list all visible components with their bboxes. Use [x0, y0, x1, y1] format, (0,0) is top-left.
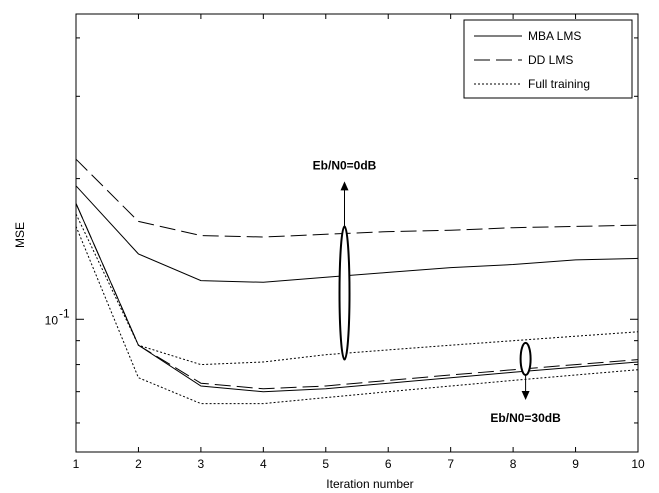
x-tick-label: 8	[510, 457, 517, 471]
annotation-label: Eb/N0=0dB	[313, 158, 377, 172]
x-tick-label: 2	[135, 457, 142, 471]
legend-label: DD LMS	[528, 53, 573, 67]
y-tick-label-exponent: -1	[59, 306, 70, 320]
annotation-ellipse	[519, 341, 532, 376]
plot-frame	[75, 13, 639, 453]
annotation-ellipse	[338, 225, 351, 361]
legend-label: Full training	[528, 77, 590, 91]
series-line-solid	[75, 185, 639, 283]
annotation-arrow-head	[340, 181, 349, 191]
annotation-arrow-head	[521, 390, 530, 400]
legend-box	[463, 19, 633, 99]
curves-layer	[75, 158, 639, 405]
series-line-dashed	[75, 203, 639, 390]
x-tick-label: 6	[385, 457, 392, 471]
x-tick-label: 3	[198, 457, 205, 471]
annotation-label: Eb/N0=30dB	[490, 411, 561, 425]
x-tick-label: 5	[322, 457, 329, 471]
x-tick-label: 1	[73, 457, 80, 471]
plot-area	[75, 13, 639, 453]
x-axis-label: Iteration number	[326, 477, 413, 491]
legend-label: MBA LMS	[528, 29, 581, 43]
x-tick-label: 9	[572, 457, 579, 471]
legend: MBA LMS DD LMS Full training	[463, 19, 633, 99]
y-axis-label: MSE	[13, 222, 27, 248]
y-tick-label-base: 10	[45, 313, 59, 327]
x-tick-label: 4	[260, 457, 267, 471]
series-line-dashed	[75, 158, 639, 238]
series-line-dotted	[75, 226, 639, 405]
series-line-solid	[75, 203, 639, 393]
annotations-layer: Eb/N0=0dB Eb/N0=30dB	[313, 158, 561, 425]
x-tick-label: 7	[447, 457, 454, 471]
x-tick-label: 10	[631, 457, 645, 471]
